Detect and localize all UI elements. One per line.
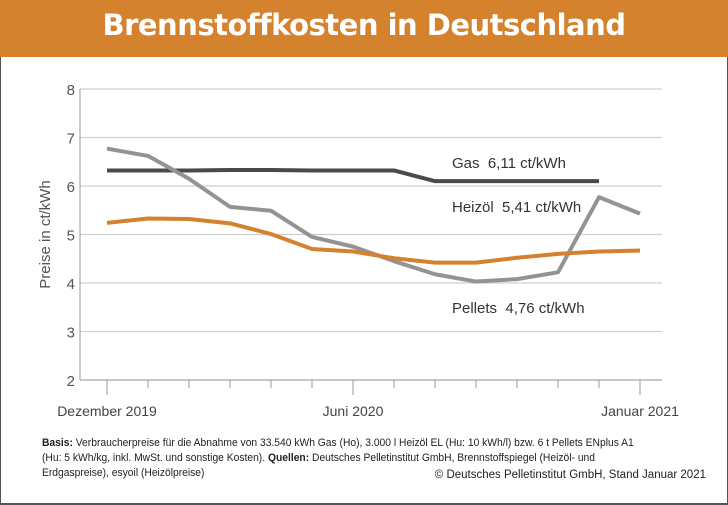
series-label-gas: Gas 6,11 ct/kWh xyxy=(452,155,566,172)
y-tick-label: 2 xyxy=(67,373,75,390)
y-tick-label: 8 xyxy=(67,82,75,99)
x-tick-label: Juni 2020 xyxy=(323,403,384,419)
y-axis-label: Preise in ct/kWh xyxy=(37,180,54,288)
sources-label: Quellen: xyxy=(265,452,309,464)
x-tick-label: Januar 2021 xyxy=(601,403,679,419)
y-tick-label: 7 xyxy=(67,131,75,148)
y-tick-label: 5 xyxy=(67,228,75,245)
series-label-heizöl: Heizöl 5,41 ct/kWh xyxy=(452,199,581,216)
y-tick-label: 4 xyxy=(67,276,75,293)
x-tick-label: Dezember 2019 xyxy=(57,403,157,419)
series-line-pellets xyxy=(107,218,640,262)
line-chart: 2 3 4 5 6 7 8 Dezember 2019 Juni 2020 Januar 2021… xyxy=(0,0,728,430)
copyright: © Deutsches Pelletinstitut GmbH, Stand J… xyxy=(435,469,706,481)
y-tick-label: 6 xyxy=(67,179,75,196)
y-tick-label: 3 xyxy=(67,325,75,342)
basis-label: Basis: xyxy=(42,437,73,449)
series-label-pellets: Pellets 4,76 ct/kWh xyxy=(452,300,585,317)
